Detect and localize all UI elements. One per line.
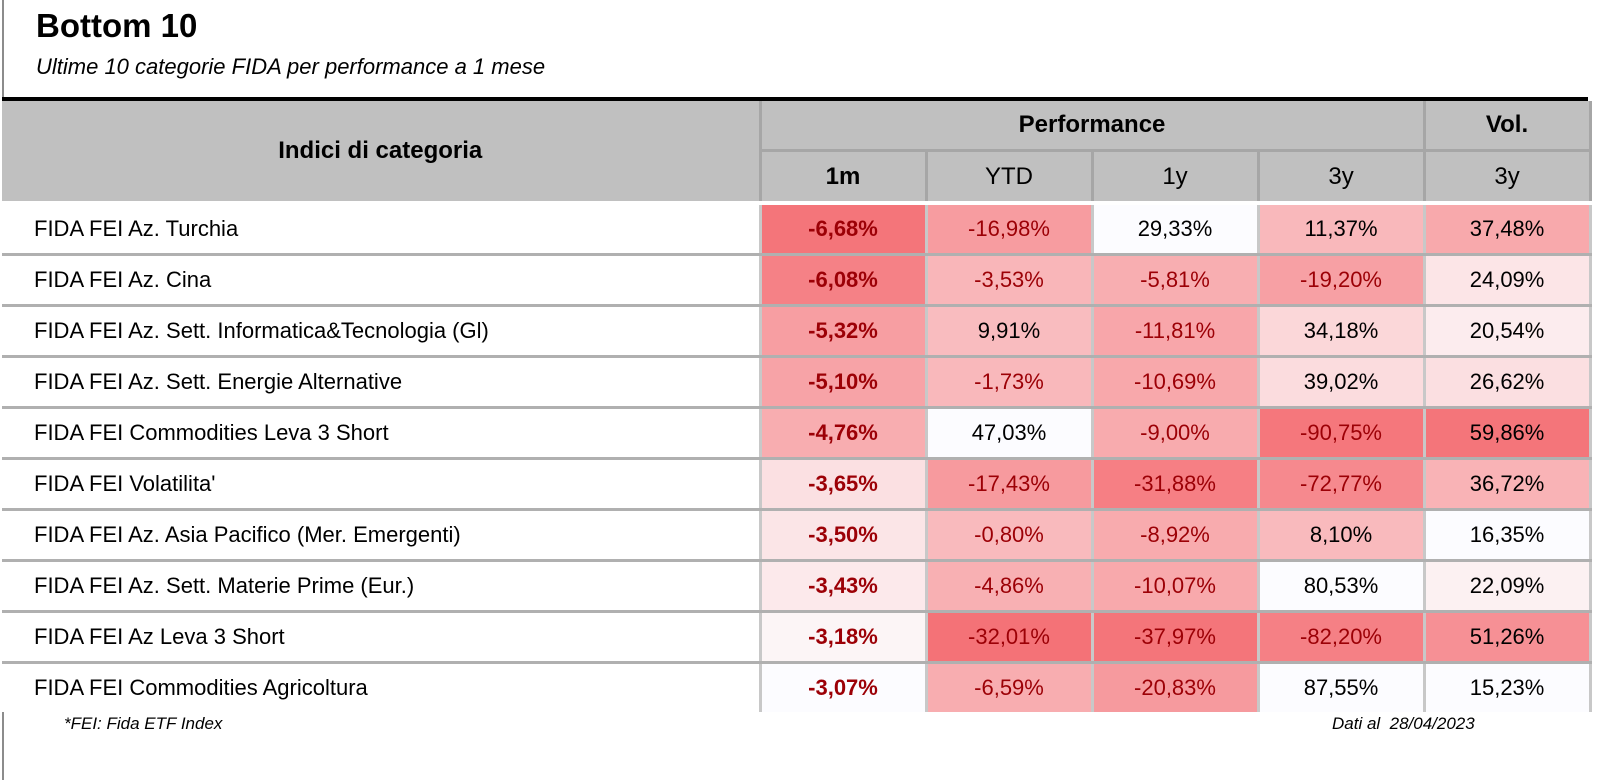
cell-vol-3y: 24,09% [1424, 254, 1592, 307]
cell-perf-3y: -82,20% [1258, 611, 1426, 664]
cell-perf-3y: 8,10% [1258, 509, 1426, 562]
cell-vol-3y: 37,48% [1424, 205, 1592, 256]
table-row: FIDA FEI Az. Sett. Materie Prime (Eur.) -… [2, 560, 1592, 613]
table-row: FIDA FEI Az. Cina -6,08% -3,53% -5,81% -19,2… [2, 254, 1592, 307]
table-row: FIDA FEI Az Leva 3 Short -3,18% -32,01% -37… [2, 611, 1592, 664]
cell-perf-3y: 39,02% [1258, 356, 1426, 409]
cell-perf-1y: -10,69% [1092, 356, 1260, 409]
cell-perf-3y: 34,18% [1258, 305, 1426, 358]
cell-perf-3y: 87,55% [1258, 662, 1426, 712]
table-body: FIDA FEI Az. Turchia -6,68% -16,98% 29,33% 1… [2, 205, 1592, 712]
row-category-name: FIDA FEI Az. Sett. Informatica&Tecnologi… [2, 305, 762, 358]
cell-perf-1m: -6,68% [760, 205, 928, 256]
cell-perf-1y: -5,81% [1092, 254, 1260, 307]
table-row: FIDA FEI Az. Sett. Informatica&Tecnologi… [2, 305, 1592, 358]
cell-perf-3y: 80,53% [1258, 560, 1426, 613]
header-performance: Performance [760, 101, 1426, 152]
header-3y: 3y [1258, 150, 1426, 201]
row-category-name: FIDA FEI Az. Cina [2, 254, 762, 307]
cell-perf-ytd: -17,43% [926, 458, 1094, 511]
header-1y: 1y [1092, 150, 1260, 201]
cell-perf-ytd: -32,01% [926, 611, 1094, 664]
row-category-name: FIDA FEI Volatilita' [2, 458, 762, 511]
table-row: FIDA FEI Volatilita' -3,65% -17,43% -31,88%… [2, 458, 1592, 511]
cell-perf-1y: -10,07% [1092, 560, 1260, 613]
bottom10-table-wrapper: Indici di categoria Performance Vol. 1m … [2, 101, 1592, 712]
page-subtitle: Ultime 10 categorie FIDA per performance… [36, 54, 546, 79]
cell-perf-ytd: -3,53% [926, 254, 1094, 307]
table-row: FIDA FEI Commodities Agricoltura -3,07% -6… [2, 662, 1592, 712]
cell-vol-3y: 22,09% [1424, 560, 1592, 613]
table-row: FIDA FEI Az. Turchia -6,68% -16,98% 29,33% 1… [2, 205, 1592, 256]
cell-perf-1m: -5,32% [760, 305, 928, 358]
cell-perf-1m: -3,65% [760, 458, 928, 511]
cell-perf-1y: 29,33% [1092, 205, 1260, 256]
table-row: FIDA FEI Commodities Leva 3 Short -4,76% 4… [2, 407, 1592, 460]
cell-perf-1y: -37,97% [1092, 611, 1260, 664]
row-category-name: FIDA FEI Az. Turchia [2, 205, 762, 256]
header-vol: Vol. [1424, 101, 1592, 152]
data-date: Dati al 28/04/2023 [1332, 714, 1475, 733]
cell-perf-3y: -90,75% [1258, 407, 1426, 460]
cell-perf-ytd: 47,03% [926, 407, 1094, 460]
cell-vol-3y: 51,26% [1424, 611, 1592, 664]
cell-vol-3y: 16,35% [1424, 509, 1592, 562]
page-title: Bottom 10 [36, 7, 198, 44]
cell-perf-1m: -4,76% [760, 407, 928, 460]
cell-perf-1m: -3,50% [760, 509, 928, 562]
cell-perf-ytd: -4,86% [926, 560, 1094, 613]
cell-perf-ytd: 9,91% [926, 305, 1094, 358]
table-top-rule [2, 97, 1588, 101]
cell-perf-1m: -5,10% [760, 356, 928, 409]
row-category-name: FIDA FEI Commodities Agricoltura [2, 662, 762, 712]
cell-perf-ytd: -6,59% [926, 662, 1094, 712]
cell-perf-1m: -3,18% [760, 611, 928, 664]
cell-perf-3y: -19,20% [1258, 254, 1426, 307]
cell-vol-3y: 59,86% [1424, 407, 1592, 460]
cell-perf-1m: -3,43% [760, 560, 928, 613]
cell-vol-3y: 26,62% [1424, 356, 1592, 409]
cell-perf-1m: -6,08% [760, 254, 928, 307]
cell-perf-3y: -72,77% [1258, 458, 1426, 511]
row-category-name: FIDA FEI Az Leva 3 Short [2, 611, 762, 664]
row-category-name: FIDA FEI Az. Sett. Materie Prime (Eur.) [2, 560, 762, 613]
cell-perf-1y: -9,00% [1092, 407, 1260, 460]
cell-perf-1y: -8,92% [1092, 509, 1260, 562]
row-category-name: FIDA FEI Az. Asia Pacifico (Mer. Emergen… [2, 509, 762, 562]
cell-vol-3y: 15,23% [1424, 662, 1592, 712]
header-ytd: YTD [926, 150, 1094, 201]
row-category-name: FIDA FEI Az. Sett. Energie Alternative [2, 356, 762, 409]
cell-perf-3y: 11,37% [1258, 205, 1426, 256]
header-vol-3y: 3y [1424, 150, 1592, 201]
header-name: Indici di categoria [2, 101, 762, 201]
footnote: *FEI: Fida ETF Index [64, 714, 223, 733]
cell-perf-1y: -31,88% [1092, 458, 1260, 511]
table-row: FIDA FEI Az. Asia Pacifico (Mer. Emergen… [2, 509, 1592, 562]
table-row: FIDA FEI Az. Sett. Energie Alternative -5… [2, 356, 1592, 409]
cell-perf-ytd: -16,98% [926, 205, 1094, 256]
header-1m: 1m [760, 150, 928, 201]
bottom10-table: Indici di categoria Performance Vol. 1m … [2, 101, 1592, 712]
cell-perf-ytd: -1,73% [926, 356, 1094, 409]
cell-perf-ytd: -0,80% [926, 509, 1094, 562]
cell-perf-1m: -3,07% [760, 662, 928, 712]
row-category-name: FIDA FEI Commodities Leva 3 Short [2, 407, 762, 460]
cell-perf-1y: -20,83% [1092, 662, 1260, 712]
cell-vol-3y: 36,72% [1424, 458, 1592, 511]
cell-perf-1y: -11,81% [1092, 305, 1260, 358]
cell-vol-3y: 20,54% [1424, 305, 1592, 358]
